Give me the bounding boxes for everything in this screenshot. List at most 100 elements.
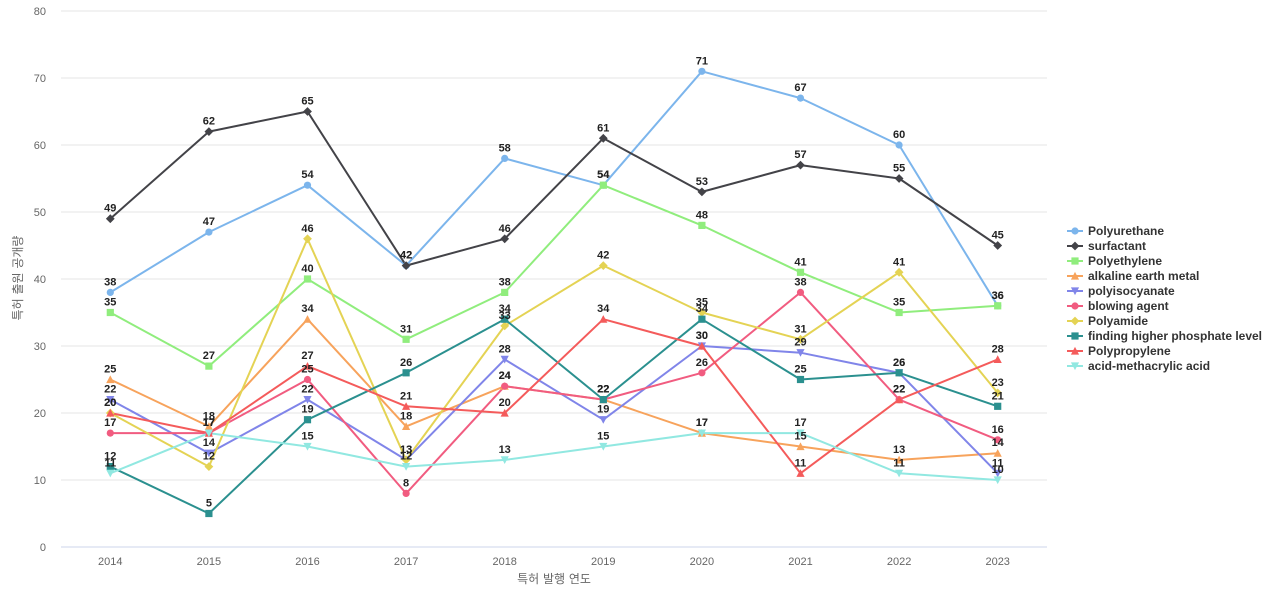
data-label: 22: [893, 384, 905, 396]
data-point: [698, 369, 706, 377]
data-label: 54: [301, 169, 314, 181]
legend-item[interactable]: Polypropylene: [1067, 344, 1171, 358]
data-point: [500, 321, 510, 331]
legend-item[interactable]: finding higher phosphate level: [1067, 329, 1262, 343]
data-label: 30: [696, 330, 708, 342]
data-point: [501, 315, 509, 323]
data-label: 16: [992, 424, 1004, 436]
series-line: [109, 237, 999, 468]
data-label: 10: [992, 464, 1004, 476]
data-label: 11: [104, 457, 116, 469]
data-label: 55: [893, 163, 905, 175]
data-label: 33: [499, 310, 511, 322]
x-tick-label: 2021: [788, 556, 812, 568]
data-point: [106, 408, 115, 417]
data-point: [895, 141, 903, 149]
data-label: 31: [794, 323, 806, 335]
data-point: [796, 442, 805, 451]
data-label: 15: [794, 431, 806, 443]
series-line: [109, 345, 999, 475]
data-point: [303, 362, 312, 370]
data-label: 58: [499, 142, 511, 154]
x-tick-label: 2014: [98, 556, 122, 568]
data-label: 19: [301, 404, 313, 416]
x-tick-label: 2022: [887, 556, 911, 568]
legend-item[interactable]: acid-methacrylic acid: [1067, 359, 1210, 373]
data-point: [105, 214, 115, 224]
legend-symbol: [1070, 271, 1080, 280]
data-point: [401, 455, 411, 465]
data-label: 17: [794, 417, 806, 429]
data-point: [106, 375, 115, 384]
x-tick-label: 2023: [985, 556, 1009, 568]
legend-item[interactable]: Polyurethane: [1067, 224, 1164, 238]
data-point: [402, 463, 411, 471]
y-tick-label: 40: [34, 274, 46, 286]
legend-label: blowing agent: [1088, 299, 1169, 313]
data-point: [697, 341, 706, 350]
data-label: 15: [597, 431, 609, 443]
data-point: [106, 469, 115, 478]
data-label: 36: [992, 290, 1004, 302]
data-labels: 3847544258547167603649626542466153575545…: [104, 55, 1005, 509]
legend-item[interactable]: Polyethylene: [1067, 254, 1162, 268]
data-label: 42: [597, 250, 609, 262]
data-point: [796, 469, 805, 477]
series-line: [109, 110, 999, 267]
data-point: [796, 429, 805, 438]
data-label: 34: [499, 303, 512, 315]
data-point: [993, 355, 1002, 363]
data-label: 57: [794, 149, 806, 161]
data-label: 14: [992, 437, 1005, 449]
data-point: [993, 476, 1002, 485]
data-label: 5: [206, 498, 212, 510]
data-point: [204, 127, 214, 136]
legend-symbol: [1070, 362, 1080, 371]
legend-item[interactable]: Polyamide: [1067, 314, 1148, 328]
data-point: [598, 133, 608, 143]
data-label: 24: [499, 370, 512, 382]
data-label: 12: [104, 451, 116, 463]
data-point: [303, 181, 312, 189]
data-point: [303, 416, 312, 424]
data-point: [303, 375, 312, 384]
legend-label: Polyurethane: [1088, 224, 1164, 238]
x-tick-label: 2018: [492, 556, 516, 568]
data-label: 13: [400, 444, 412, 456]
data-label: 21: [400, 390, 412, 402]
data-label: 17: [696, 417, 708, 429]
legend-item[interactable]: polyisocyanate: [1067, 284, 1175, 298]
data-point: [106, 463, 114, 471]
x-tick-label: 2019: [591, 556, 615, 568]
data-point: [205, 228, 213, 236]
legend-item[interactable]: alkaline earth metal: [1067, 269, 1199, 283]
y-axis-title: 특허 출원 공개량: [11, 236, 25, 321]
data-point: [993, 469, 1002, 478]
data-label: 34: [301, 303, 314, 315]
data-label: 20: [104, 397, 116, 409]
data-label: 28: [992, 343, 1004, 355]
data-point: [994, 436, 1002, 444]
series-line: [110, 291, 999, 495]
data-label: 11: [795, 457, 807, 469]
legend-item[interactable]: surfactant: [1067, 239, 1146, 253]
legend-symbol: [1071, 332, 1079, 340]
data-label: 46: [499, 223, 511, 235]
data-point: [994, 402, 1002, 410]
data-point: [106, 396, 115, 404]
series-line: [109, 432, 998, 481]
data-label: 12: [400, 451, 412, 463]
data-point: [204, 449, 213, 458]
data-label: 26: [893, 357, 905, 369]
data-point: [895, 395, 904, 404]
data-point: [303, 396, 312, 404]
legend-label: Polyamide: [1088, 314, 1148, 328]
y-tick-label: 60: [34, 140, 46, 152]
data-label: 31: [400, 323, 412, 335]
data-label: 53: [696, 176, 708, 188]
data-point: [895, 369, 903, 377]
legend-item[interactable]: blowing agent: [1067, 299, 1169, 313]
data-label: 17: [696, 417, 708, 429]
series-line: [110, 318, 999, 475]
y-tick-label: 30: [34, 341, 46, 353]
